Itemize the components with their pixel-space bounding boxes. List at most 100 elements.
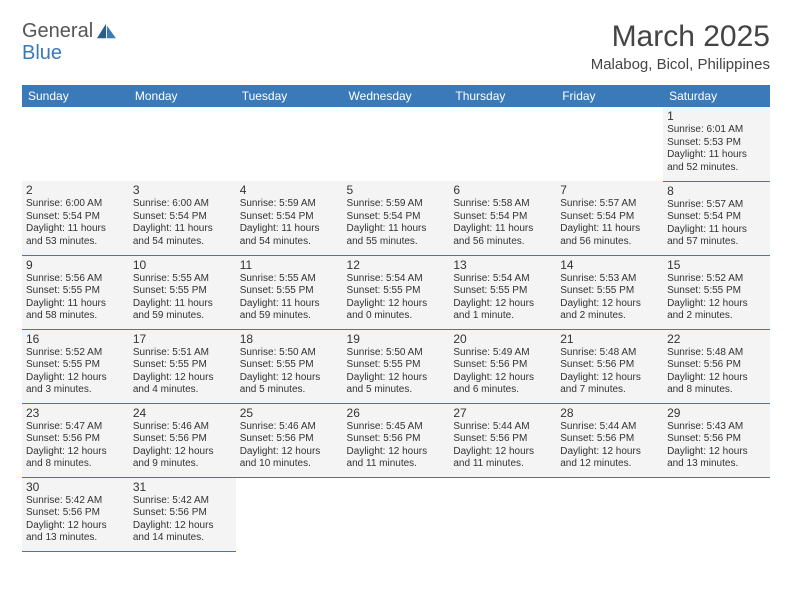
daylight-line: Daylight: 12 hours and 12 minutes. <box>560 446 659 471</box>
daylight-line: Daylight: 11 hours and 59 minutes. <box>240 298 339 323</box>
day-number: 28 <box>560 406 659 420</box>
daylight-line: Daylight: 11 hours and 55 minutes. <box>347 223 446 248</box>
sunset-line: Sunset: 5:54 PM <box>560 211 659 224</box>
sunrise-line: Sunrise: 5:58 AM <box>453 198 552 211</box>
sunset-line: Sunset: 5:56 PM <box>347 433 446 446</box>
sunset-line: Sunset: 5:55 PM <box>347 359 446 372</box>
sunrise-line: Sunrise: 5:43 AM <box>667 421 766 434</box>
day-number: 26 <box>347 406 446 420</box>
sunset-line: Sunset: 5:56 PM <box>26 507 125 520</box>
calendar-cell: 8Sunrise: 5:57 AMSunset: 5:54 PMDaylight… <box>663 181 770 255</box>
daylight-line: Daylight: 11 hours and 56 minutes. <box>560 223 659 248</box>
title-block: March 2025 Malabog, Bicol, Philippines <box>591 20 770 73</box>
sunrise-line: Sunrise: 5:51 AM <box>133 347 232 360</box>
day-number: 24 <box>133 406 232 420</box>
day-number: 31 <box>133 480 232 494</box>
calendar-cell: 11Sunrise: 5:55 AMSunset: 5:55 PMDayligh… <box>236 255 343 329</box>
sunset-line: Sunset: 5:55 PM <box>240 285 339 298</box>
daylight-line: Daylight: 12 hours and 1 minute. <box>453 298 552 323</box>
daylight-line: Daylight: 12 hours and 2 minutes. <box>560 298 659 323</box>
daylight-line: Daylight: 11 hours and 56 minutes. <box>453 223 552 248</box>
calendar-row: 2Sunrise: 6:00 AMSunset: 5:54 PMDaylight… <box>22 181 770 255</box>
sunrise-line: Sunrise: 5:48 AM <box>560 347 659 360</box>
day-header-row: SundayMondayTuesdayWednesdayThursdayFrid… <box>22 85 770 107</box>
calendar-cell: 28Sunrise: 5:44 AMSunset: 5:56 PMDayligh… <box>556 403 663 477</box>
daylight-line: Daylight: 12 hours and 8 minutes. <box>667 372 766 397</box>
day-number: 5 <box>347 183 446 197</box>
day-number: 23 <box>26 406 125 420</box>
daylight-line: Daylight: 11 hours and 59 minutes. <box>133 298 232 323</box>
daylight-line: Daylight: 12 hours and 11 minutes. <box>347 446 446 471</box>
day-number: 7 <box>560 183 659 197</box>
sunrise-line: Sunrise: 5:46 AM <box>240 421 339 434</box>
sunrise-line: Sunrise: 5:52 AM <box>26 347 125 360</box>
daylight-line: Daylight: 12 hours and 13 minutes. <box>26 520 125 545</box>
daylight-line: Daylight: 12 hours and 3 minutes. <box>26 372 125 397</box>
day-number: 25 <box>240 406 339 420</box>
day-number: 17 <box>133 332 232 346</box>
logo-sail-icon <box>95 22 117 40</box>
calendar-cell: 15Sunrise: 5:52 AMSunset: 5:55 PMDayligh… <box>663 255 770 329</box>
month-title: March 2025 <box>591 20 770 54</box>
day-number: 8 <box>667 184 766 198</box>
sunrise-line: Sunrise: 5:57 AM <box>667 199 766 212</box>
daylight-line: Daylight: 12 hours and 6 minutes. <box>453 372 552 397</box>
daylight-line: Daylight: 12 hours and 4 minutes. <box>133 372 232 397</box>
sunrise-line: Sunrise: 5:49 AM <box>453 347 552 360</box>
calendar-cell: 30Sunrise: 5:42 AMSunset: 5:56 PMDayligh… <box>22 477 129 551</box>
day-header: Thursday <box>449 85 556 107</box>
sunset-line: Sunset: 5:56 PM <box>453 359 552 372</box>
sunrise-line: Sunrise: 5:44 AM <box>453 421 552 434</box>
calendar-cell: 29Sunrise: 5:43 AMSunset: 5:56 PMDayligh… <box>663 403 770 477</box>
daylight-line: Daylight: 11 hours and 54 minutes. <box>133 223 232 248</box>
sunset-line: Sunset: 5:54 PM <box>240 211 339 224</box>
day-header: Wednesday <box>343 85 450 107</box>
calendar-cell: 10Sunrise: 5:55 AMSunset: 5:55 PMDayligh… <box>129 255 236 329</box>
daylight-line: Daylight: 12 hours and 2 minutes. <box>667 298 766 323</box>
sunset-line: Sunset: 5:56 PM <box>560 359 659 372</box>
sunset-line: Sunset: 5:56 PM <box>26 433 125 446</box>
day-number: 20 <box>453 332 552 346</box>
sunrise-line: Sunrise: 5:42 AM <box>133 495 232 508</box>
day-header: Tuesday <box>236 85 343 107</box>
calendar-cell: 17Sunrise: 5:51 AMSunset: 5:55 PMDayligh… <box>129 329 236 403</box>
sunrise-line: Sunrise: 5:52 AM <box>667 273 766 286</box>
sunrise-line: Sunrise: 5:45 AM <box>347 421 446 434</box>
sunrise-line: Sunrise: 5:57 AM <box>560 198 659 211</box>
calendar-row: 16Sunrise: 5:52 AM Sunset: 5:55 PM Dayligh… <box>22 329 770 403</box>
sunrise-line: Sunrise: 5:54 AM <box>453 273 552 286</box>
sunset-line: Sunset: 5:55 PM <box>240 359 339 372</box>
day-header: Friday <box>556 85 663 107</box>
calendar-cell: 14Sunrise: 5:53 AMSunset: 5:55 PMDayligh… <box>556 255 663 329</box>
calendar-cell: 25Sunrise: 5:46 AMSunset: 5:56 PMDayligh… <box>236 403 343 477</box>
sunset-line: Sunset: 5:56 PM <box>240 433 339 446</box>
daylight-line: Daylight: 12 hours and 9 minutes. <box>133 446 232 471</box>
daylight-line: Daylight: 12 hours and 7 minutes. <box>560 372 659 397</box>
sunset-line: Sunset: 5:55 PM <box>133 285 232 298</box>
daylight-line: Daylight: 12 hours and 13 minutes. <box>667 446 766 471</box>
daylight-line: Daylight: 11 hours and 58 minutes. <box>26 298 125 323</box>
day-number: 6 <box>453 183 552 197</box>
calendar-cell: 12Sunrise: 5:54 AMSunset: 5:55 PMDayligh… <box>343 255 450 329</box>
calendar-cell: 27Sunrise: 5:44 AMSunset: 5:56 PMDayligh… <box>449 403 556 477</box>
sunset-line: Sunset: 5:56 PM <box>133 507 232 520</box>
calendar-cell <box>22 107 129 181</box>
sunset-line: Sunset: 5:54 PM <box>26 211 125 224</box>
calendar-cell: 5Sunrise: 5:59 AMSunset: 5:54 PMDaylight… <box>343 181 450 255</box>
day-header: Saturday <box>663 85 770 107</box>
calendar-row: 30Sunrise: 5:42 AMSunset: 5:56 PMDayligh… <box>22 477 770 551</box>
daylight-line: Daylight: 11 hours and 53 minutes. <box>26 223 125 248</box>
sunrise-line: Sunrise: 6:01 AM <box>667 124 766 137</box>
sunrise-line: Sunrise: 5:46 AM <box>133 421 232 434</box>
day-number: 16 <box>26 332 125 346</box>
sunrise-line: Sunrise: 5:59 AM <box>347 198 446 211</box>
daylight-line: Daylight: 12 hours and 10 minutes. <box>240 446 339 471</box>
calendar-cell: 13Sunrise: 5:54 AMSunset: 5:55 PMDayligh… <box>449 255 556 329</box>
day-number: 27 <box>453 406 552 420</box>
day-number: 10 <box>133 258 232 272</box>
calendar-cell: 18Sunrise: 5:50 AMSunset: 5:55 PMDayligh… <box>236 329 343 403</box>
calendar-body: 1Sunrise: 6:01 AMSunset: 5:53 PMDaylight… <box>22 107 770 551</box>
calendar-cell: 26Sunrise: 5:45 AMSunset: 5:56 PMDayligh… <box>343 403 450 477</box>
calendar-cell: 31Sunrise: 5:42 AMSunset: 5:56 PMDayligh… <box>129 477 236 551</box>
calendar-cell: 23Sunrise: 5:47 AMSunset: 5:56 PMDayligh… <box>22 403 129 477</box>
